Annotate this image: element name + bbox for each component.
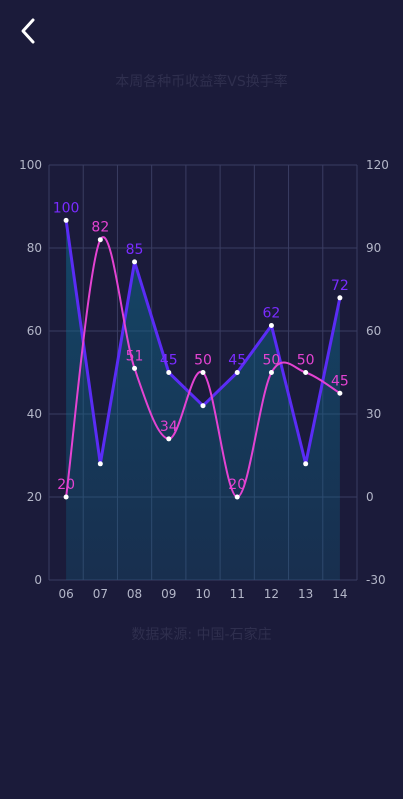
series-a-point xyxy=(166,370,172,375)
x-axis-tick: 06 xyxy=(58,587,73,601)
series-b-point xyxy=(200,370,206,375)
left-axis-tick: 60 xyxy=(27,324,42,338)
series-b-data-label: 50 xyxy=(297,353,315,369)
right-axis-tick: 60 xyxy=(366,324,381,338)
data-source-note: 数据来源: 中国-石家庄 xyxy=(131,627,272,643)
series-b-point xyxy=(63,494,69,500)
series-a-data-label: 62 xyxy=(263,305,281,321)
series-a-point xyxy=(234,370,240,375)
left-axis-tick: 100 xyxy=(19,158,42,172)
right-axis-tick: 120 xyxy=(366,158,389,172)
x-axis-tick: 13 xyxy=(298,587,313,601)
series-b-data-label: 20 xyxy=(57,477,75,493)
series-a-point xyxy=(97,461,103,467)
right-axis-tick: 30 xyxy=(366,407,381,421)
series-b-point xyxy=(303,370,309,375)
left-axis-tick: 0 xyxy=(34,573,42,587)
left-axis-tick: 40 xyxy=(27,407,42,421)
series-a-point xyxy=(200,403,206,409)
chevron-left-icon xyxy=(21,18,35,44)
x-axis-tick: 14 xyxy=(332,587,347,601)
left-axis-tick: 20 xyxy=(27,490,42,504)
series-b-point xyxy=(97,237,103,243)
series-b-data-label: 45 xyxy=(331,373,349,389)
series-a-data-label: 85 xyxy=(126,242,144,258)
x-axis-tick: 09 xyxy=(161,587,176,601)
x-axis-tick: 11 xyxy=(230,587,245,601)
series-a-area xyxy=(66,220,340,581)
series-b-data-label: 51 xyxy=(126,348,144,364)
series-b-point xyxy=(268,370,274,375)
back-button[interactable] xyxy=(14,16,44,46)
series-a-point xyxy=(303,461,309,467)
series-b-point xyxy=(132,365,138,371)
series-a-point xyxy=(337,295,343,301)
right-axis-tick: 90 xyxy=(366,241,381,255)
x-axis-tick: 07 xyxy=(93,587,108,601)
series-b-point xyxy=(234,494,240,500)
series-b-point xyxy=(337,390,343,396)
x-axis-tick: 12 xyxy=(264,587,279,601)
series-b-data-label: 20 xyxy=(228,477,246,493)
series-a-data-label: 100 xyxy=(53,200,80,216)
series-a-point xyxy=(268,322,274,328)
series-a-point xyxy=(63,217,69,223)
series-b-data-label: 50 xyxy=(263,353,281,369)
right-axis-tick: -30 xyxy=(366,573,386,587)
right-axis-tick: 0 xyxy=(366,490,374,504)
series-a-data-label: 45 xyxy=(160,353,178,369)
left-axis-tick: 80 xyxy=(27,241,42,255)
chart-title: 本周各种币收益率VS换手率 xyxy=(115,74,288,90)
series-a-data-label: 45 xyxy=(228,353,246,369)
series-b-point xyxy=(166,436,172,442)
series-a-data-label: 72 xyxy=(331,278,349,294)
x-axis-tick: 10 xyxy=(195,587,210,601)
series-b-data-label: 82 xyxy=(91,220,109,236)
series-b-data-label: 50 xyxy=(194,353,212,369)
series-b-data-label: 34 xyxy=(160,419,178,435)
series-a-point xyxy=(132,259,138,265)
x-axis-tick: 08 xyxy=(127,587,142,601)
